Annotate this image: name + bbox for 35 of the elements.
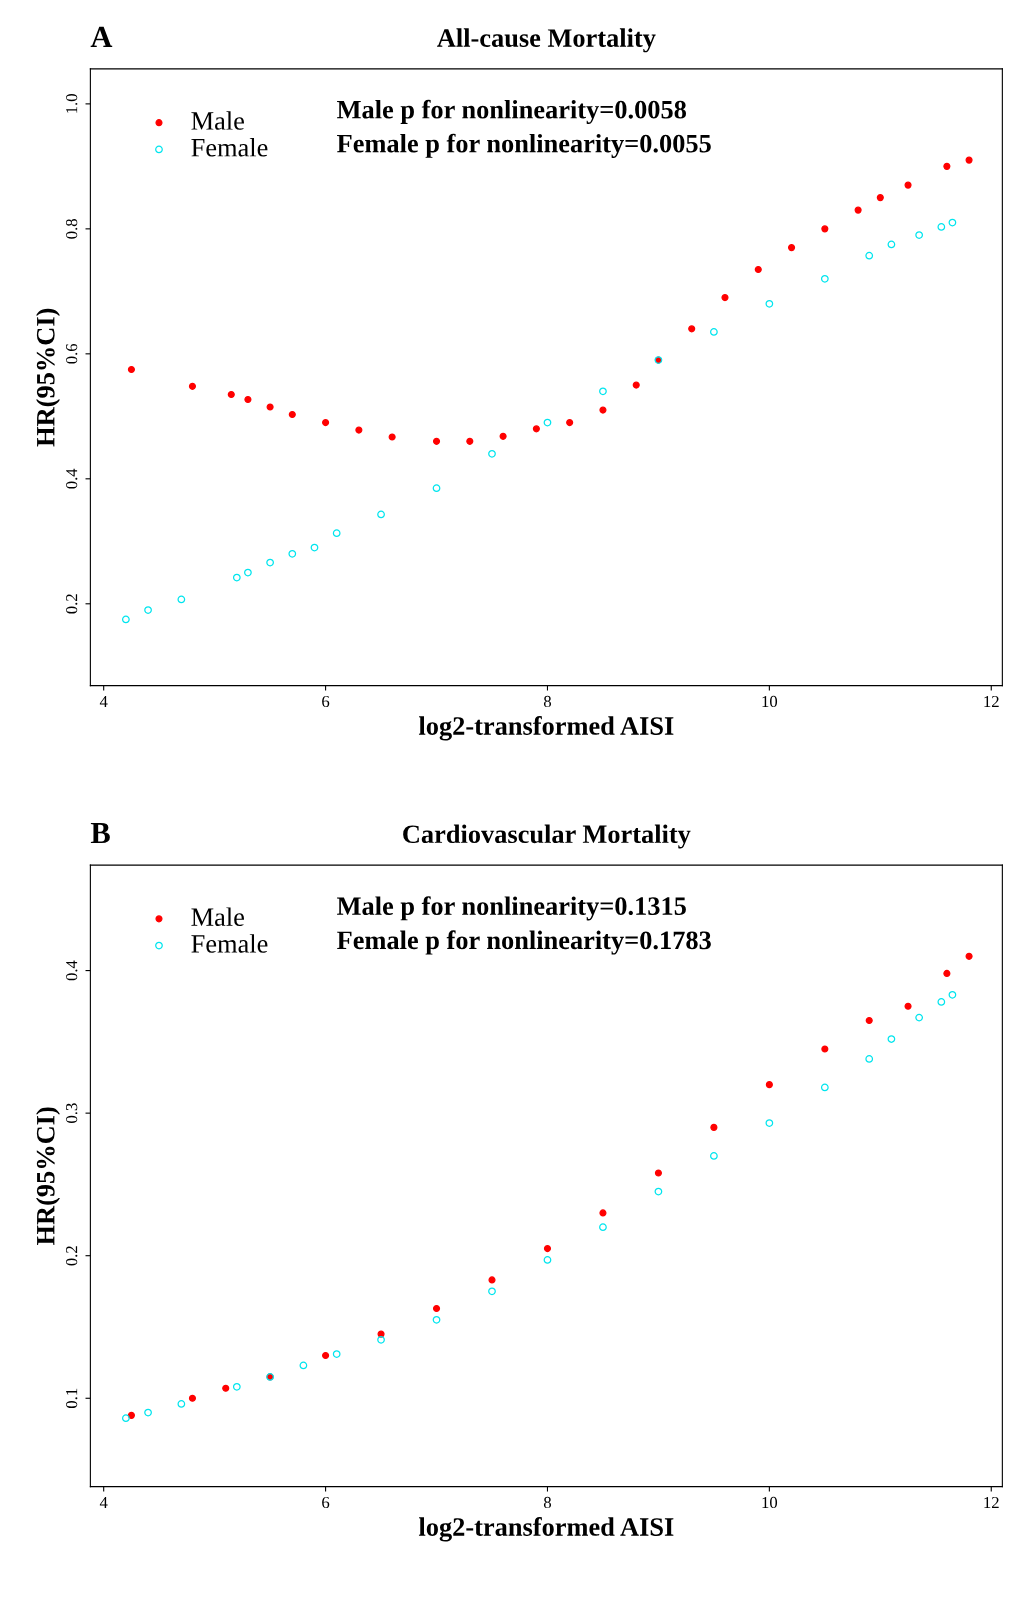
text: A [90, 26, 113, 47]
y-tick-label: 0.2 [66, 594, 78, 614]
chart-title: All-cause Mortality [437, 28, 656, 53]
text: B [90, 823, 110, 844]
legend-label: Male [191, 111, 244, 130]
x-axis-title: log2-transformed AISI [418, 1517, 674, 1542]
legend-label: Male [191, 907, 244, 927]
y-tick-label: 0.4 [66, 960, 78, 981]
y-tick-label: 0.3 [66, 1103, 78, 1123]
y-axis-title: HR(95%CI) [36, 308, 60, 447]
x-tick-label: 4 [99, 1496, 108, 1508]
y-tick-label: 0.2 [66, 1246, 78, 1266]
annotation: Female p for nonlinearity=0.0055 [337, 133, 711, 158]
y-tick-label: 0.4 [66, 468, 78, 489]
annotation: Male p for nonlinearity=0.1315 [337, 896, 686, 921]
x-tick-label: 12 [984, 1496, 999, 1508]
legend-label: Female [191, 934, 268, 953]
annotation: Male p for nonlinearity=0.0058 [337, 99, 687, 124]
x-tick-label: 6 [322, 695, 330, 708]
annotation: Female p for nonlinearity=0.1783 [337, 930, 711, 955]
y-axis-title: HR(95%CI) [36, 1107, 60, 1246]
y-tick-label: 0.6 [66, 343, 78, 364]
chart-title: Cardiovascular Mortality [403, 824, 691, 849]
y-tick-label: 0.1 [66, 1388, 78, 1409]
x-tick-label: 10 [762, 1496, 778, 1509]
x-axis-title: log2-transformed AISI [418, 716, 674, 741]
x-tick-label: 6 [322, 1496, 330, 1509]
x-tick-label: 4 [99, 695, 108, 707]
x-tick-label: 10 [762, 695, 778, 708]
x-tick-label: 8 [543, 695, 551, 708]
y-tick-label: 1.0 [66, 94, 78, 113]
x-tick-label: 8 [543, 1496, 551, 1509]
x-tick-label: 12 [984, 695, 999, 707]
legend-label: Female [191, 138, 268, 157]
y-tick-label: 0.8 [66, 219, 78, 239]
